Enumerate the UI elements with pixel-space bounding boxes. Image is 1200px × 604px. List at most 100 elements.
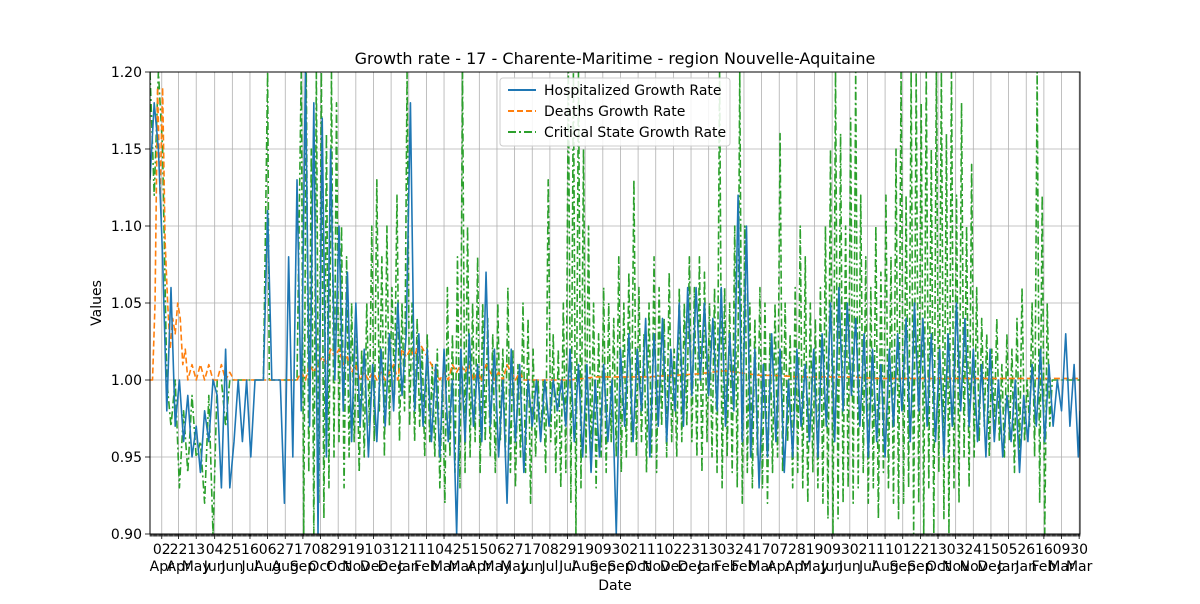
legend-label-hospitalized: Hospitalized Growth Rate bbox=[544, 83, 722, 99]
x-tick-day-label: 06 bbox=[259, 542, 277, 558]
x-tick-day-label: 15 bbox=[982, 542, 1000, 558]
y-axis: 0.90 0.95 1.00 1.05 1.10 1.15 1.20 bbox=[111, 65, 150, 543]
x-tick-day-label: 11 bbox=[417, 542, 435, 558]
x-tick-day-label: 27 bbox=[506, 542, 524, 558]
legend-box bbox=[499, 77, 731, 147]
x-tick-month-label: May bbox=[500, 559, 529, 575]
series-hospitalized-line bbox=[150, 72, 1080, 534]
x-tick-month-label: Mar bbox=[1048, 559, 1075, 575]
x-tick-day-label: 04 bbox=[435, 542, 453, 558]
x-tick-month-label: Mar bbox=[431, 559, 458, 575]
x-tick-month-label: Oct bbox=[626, 559, 651, 575]
x-tick-month-label: Aug bbox=[871, 559, 898, 575]
x-tick-month-label: Dec bbox=[977, 559, 1004, 575]
x-tick-month-label: Nov bbox=[642, 559, 669, 575]
x-tick-day-label: 03 bbox=[717, 542, 735, 558]
x-tick-month-label: Jun bbox=[220, 559, 243, 575]
x-tick-day-label: 03 bbox=[947, 542, 965, 558]
x-tick-month-label: Apr bbox=[785, 559, 809, 575]
x-tick-month-label: Feb bbox=[1031, 559, 1056, 575]
x-tick-day-label: 08 bbox=[312, 542, 330, 558]
x-tick-month-label: May bbox=[482, 559, 511, 575]
x-tick-month-label: Nov bbox=[960, 559, 987, 575]
x-tick-day-label: 29 bbox=[329, 542, 347, 558]
x-tick-day-label: 29 bbox=[559, 542, 577, 558]
x-tick-month-label: Apr bbox=[467, 559, 491, 575]
x-tick-month-label: Jul bbox=[558, 559, 576, 575]
x-tick-month-label: Jan bbox=[697, 559, 720, 575]
x-tick-day-label: 06 bbox=[488, 542, 506, 558]
y-tick-label: 1.00 bbox=[111, 373, 142, 389]
x-tick-day-label: 16 bbox=[1035, 542, 1053, 558]
x-tick-day-label: 17 bbox=[753, 542, 771, 558]
x-tick-day-label: 09 bbox=[823, 542, 841, 558]
series-critical-line bbox=[150, 72, 1080, 534]
x-tick-month-label: Feb bbox=[732, 559, 757, 575]
x-tick-month-label: Jan bbox=[997, 559, 1020, 575]
x-tick-month-label: Mar bbox=[1066, 559, 1093, 575]
legend-label-deaths: Deaths Growth Rate bbox=[544, 104, 685, 120]
y-axis-title: Values bbox=[89, 280, 105, 326]
x-tick-day-label: 04 bbox=[206, 542, 224, 558]
x-tick-day-label: 30 bbox=[612, 542, 630, 558]
x-tick-month-label: Mar bbox=[748, 559, 775, 575]
x-axis: 02Apr22Apr13May04Jun25Jun16Jul06Aug27Aug… bbox=[150, 534, 1093, 575]
y-tick-label: 0.95 bbox=[111, 450, 142, 466]
x-tick-day-label: 21 bbox=[859, 542, 877, 558]
x-tick-month-label: Jun bbox=[820, 559, 843, 575]
x-tick-day-label: 21 bbox=[400, 542, 418, 558]
x-tick-day-label: 09 bbox=[594, 542, 612, 558]
x-tick-month-label: Jul bbox=[858, 559, 876, 575]
x-tick-day-label: 02 bbox=[153, 542, 171, 558]
x-tick-day-label: 08 bbox=[541, 542, 559, 558]
x-tick-month-label: Aug bbox=[272, 559, 299, 575]
x-tick-day-label: 31 bbox=[382, 542, 400, 558]
x-tick-day-label: 13 bbox=[700, 542, 718, 558]
x-tick-month-label: Feb bbox=[714, 559, 739, 575]
x-tick-day-label: 17 bbox=[523, 542, 541, 558]
x-tick-month-label: Apr bbox=[150, 559, 174, 575]
x-tick-month-label: Jul bbox=[540, 559, 558, 575]
x-tick-month-label: Sep bbox=[890, 559, 917, 575]
x-tick-day-label: 15 bbox=[470, 542, 488, 558]
x-tick-month-label: Aug bbox=[254, 559, 281, 575]
x-tick-day-label: 11 bbox=[876, 542, 894, 558]
x-tick-month-label: Jun bbox=[203, 559, 226, 575]
x-tick-day-label: 25 bbox=[453, 542, 471, 558]
x-tick-month-label: Nov bbox=[942, 559, 969, 575]
x-tick-day-label: 24 bbox=[964, 542, 982, 558]
x-tick-month-label: Dec bbox=[360, 559, 387, 575]
x-tick-day-label: 17 bbox=[294, 542, 312, 558]
x-tick-month-label: Oct bbox=[308, 559, 333, 575]
x-tick-month-label: Sep bbox=[607, 559, 634, 575]
x-tick-month-label: Dec bbox=[378, 559, 405, 575]
chart-title: Growth rate - 17 - Charente-Maritime - r… bbox=[355, 49, 876, 68]
x-tick-day-label: 30 bbox=[1070, 542, 1088, 558]
x-tick-day-label: 02 bbox=[664, 542, 682, 558]
x-tick-month-label: Aug bbox=[572, 559, 599, 575]
x-tick-day-label: 09 bbox=[1053, 542, 1071, 558]
x-minor-ticks bbox=[149, 534, 1081, 537]
series-lines bbox=[150, 72, 1080, 534]
x-tick-day-label: 10 bbox=[365, 542, 383, 558]
x-tick-day-label: 23 bbox=[682, 542, 700, 558]
x-tick-month-label: Jan bbox=[1014, 559, 1037, 575]
x-tick-day-label: 21 bbox=[629, 542, 647, 558]
x-tick-month-label: May bbox=[800, 559, 829, 575]
x-tick-month-label: May bbox=[182, 559, 211, 575]
x-tick-day-label: 19 bbox=[806, 542, 824, 558]
x-tick-day-label: 24 bbox=[735, 542, 753, 558]
x-tick-day-label: 11 bbox=[647, 542, 665, 558]
x-tick-month-label: Sep bbox=[907, 559, 934, 575]
x-tick-day-label: 19 bbox=[347, 542, 365, 558]
x-tick-month-label: Dec bbox=[677, 559, 704, 575]
x-tick-day-label: 19 bbox=[576, 542, 594, 558]
x-tick-day-label: 05 bbox=[1000, 542, 1018, 558]
x-tick-day-label: 25 bbox=[223, 542, 241, 558]
x-tick-day-label: 28 bbox=[788, 542, 806, 558]
legend-label-critical: Critical State Growth Rate bbox=[544, 125, 726, 141]
x-tick-day-label: 13 bbox=[187, 542, 205, 558]
x-tick-month-label: Apr bbox=[767, 559, 791, 575]
